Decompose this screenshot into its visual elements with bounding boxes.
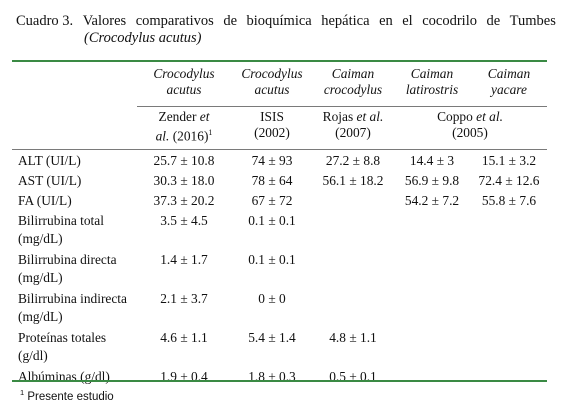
table-cell: 74 ± 93 [231, 149, 313, 172]
source-header-isis: ISIS (2002) [231, 106, 313, 150]
caption-word: cocodrilo [422, 13, 477, 29]
table-cell: 0.5 ± 0.1 [329, 369, 377, 384]
table-cell: 14.4 ± 3 [393, 149, 471, 172]
table-cell: 56.1 ± 18.2 [322, 173, 384, 188]
row-label: ALT (UI/L) [12, 149, 137, 172]
table-cell: 27.2 ± 8.8 [313, 149, 393, 172]
table-row: Albúminas (g/dl) 1.9 ± 0.4 1.8 ± 0.3 0.5… [12, 368, 547, 388]
table-cell: 30.3 ± 18.0 [153, 173, 215, 188]
row-label: Albúminas (g/dl) [18, 369, 110, 384]
biochemistry-table: Crocodylus acutus Crocodylus acutus Caiman… [12, 63, 547, 388]
caption-word: Valores [82, 13, 127, 29]
table-cell: 0.1 ± 0.1 [248, 213, 296, 228]
caption-word: comparativos [135, 13, 214, 29]
table-row: ALT (UI/L) 25.7 ± 10.8 74 ± 93 27.2 ± 8.… [12, 149, 547, 172]
caption-word: bioquímica [246, 13, 312, 29]
footnote-text: Presente estudio [27, 390, 114, 403]
table-cell: 4.8 ± 1.1 [329, 330, 377, 345]
table-cell: 37.3 ± 20.2 [153, 193, 215, 208]
table-cell: 54.2 ± 7.2 [404, 193, 460, 208]
table-cell [471, 329, 547, 368]
source-header-rojas: Rojas et al. (2007) [313, 106, 393, 150]
row-label: FA (UI/L) [18, 193, 72, 208]
table-cell: 1.8 ± 0.3 [248, 369, 296, 384]
table-cell [471, 368, 547, 388]
table-cell [393, 290, 471, 329]
table-cell [313, 290, 393, 329]
caption-word: hepática [321, 13, 370, 29]
row-label: Bilirrubina indirecta (mg/dL) [18, 291, 127, 324]
caption-word: Tumbes [509, 13, 556, 29]
species-header: Crocodylus acutus [241, 66, 303, 97]
table-cell: 1.4 ± 1.7 [160, 252, 208, 267]
table-cell: 25.7 ± 10.8 [137, 149, 231, 172]
table-cell: 4.6 ± 1.1 [160, 330, 208, 345]
caption-species: (Crocodylus acutus) [84, 30, 202, 46]
row-label: Bilirrubina directa (mg/dL) [18, 252, 117, 285]
table-row: Bilirrubina directa (mg/dL) 1.4 ± 1.7 0.1… [12, 251, 547, 290]
table-row: Proteínas totales (g/dl) 4.6 ± 1.1 5.4 ± … [12, 329, 547, 368]
table-cell: 55.8 ± 7.6 [481, 193, 537, 208]
species-header-row: Crocodylus acutus Crocodylus acutus Caiman… [12, 63, 547, 107]
source-header-zender: Zender et al. (2016)1 [137, 106, 231, 150]
table-row: FA (UI/L) 37.3 ± 20.2 67 ± 72 54.2 ± 7.2… [12, 192, 547, 212]
table-caption: Cuadro 3. Valores comparativos de bioquí… [16, 13, 556, 47]
header-corner [12, 63, 137, 107]
table-cell [471, 251, 547, 290]
species-header: Caiman yacare [487, 66, 531, 97]
table-cell [393, 251, 471, 290]
table-bottom-rule [12, 380, 547, 382]
row-label: AST (UI/L) [18, 173, 82, 188]
table-cell [393, 212, 471, 251]
species-header: Caiman latirostris [405, 66, 459, 97]
table-row: Bilirrubina indirecta (mg/dL) 2.1 ± 3.7 0… [12, 290, 547, 329]
table-row: Bilirrubina total (mg/dL) 3.5 ± 4.5 0.1 ±… [12, 212, 547, 251]
species-header: Crocodylus acutus [153, 66, 215, 97]
table-cell: 1.9 ± 0.4 [160, 369, 208, 384]
table-cell: 2.1 ± 3.7 [160, 291, 208, 306]
table-cell [393, 329, 471, 368]
row-label: Bilirrubina total (mg/dL) [18, 213, 104, 246]
table-cell [471, 290, 547, 329]
table-cell [313, 212, 393, 251]
header-corner [12, 107, 137, 150]
caption-word: el [402, 13, 413, 29]
table-cell [313, 251, 393, 290]
table-cell [393, 368, 471, 388]
table-cell: 0 ± 0 [258, 291, 286, 306]
table-cell: 72.4 ± 12.6 [478, 173, 540, 188]
caption-line-1: Cuadro 3. Valores comparativos de bioquí… [16, 13, 556, 30]
table-cell: 56.9 ± 9.8 [404, 173, 460, 188]
source-header-coppo: Coppo et al. (2005) [393, 106, 547, 150]
source-header-row: Zender et al. (2016)1 ISIS (2002) Rojas e… [12, 106, 547, 150]
row-label: Proteínas totales (g/dl) [18, 330, 107, 363]
table-cell: 5.4 ± 1.4 [248, 330, 296, 345]
caption-label: Cuadro 3. [16, 13, 74, 29]
table-cell: 67 ± 72 [251, 193, 293, 208]
table-cell: 15.1 ± 3.2 [471, 149, 547, 172]
caption-word: en [379, 13, 393, 29]
table-top-rule [12, 60, 547, 62]
caption-word: de [223, 13, 237, 29]
table-row: AST (UI/L) 30.3 ± 18.0 78 ± 64 56.1 ± 18… [12, 172, 547, 192]
table-cell [471, 212, 547, 251]
footnote-mark: 1 [208, 128, 213, 137]
footnote: 1 Presente estudio [20, 386, 114, 404]
species-header: Caiman crocodylus [323, 66, 383, 97]
table-cell: 78 ± 64 [251, 173, 293, 188]
table-cell: 0.1 ± 0.1 [248, 252, 296, 267]
table-cell [313, 192, 393, 212]
footnote-mark: 1 [20, 388, 25, 397]
caption-word: de [486, 13, 501, 29]
table-cell: 3.5 ± 4.5 [160, 213, 208, 228]
